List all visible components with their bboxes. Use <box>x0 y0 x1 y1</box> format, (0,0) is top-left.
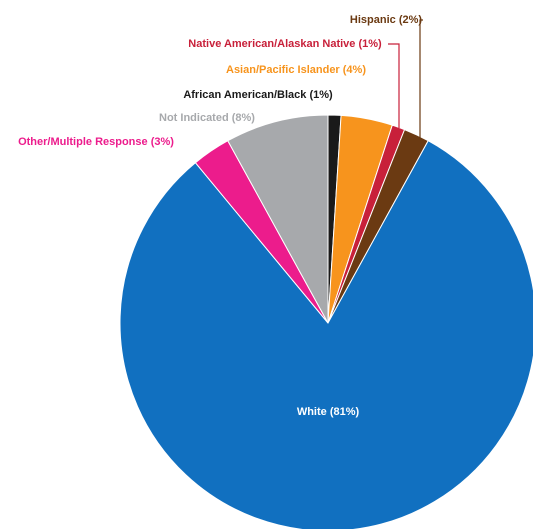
slice-label: Hispanic (2%) <box>350 14 422 26</box>
leader-line <box>388 43 400 128</box>
pie-slice <box>227 114 329 324</box>
slice-label: Native American/Alaskan Native (1%) <box>188 38 382 50</box>
slice-label: White (81%) <box>297 406 360 418</box>
slice-label: African American/Black (1%) <box>183 89 333 101</box>
slice-label: Not Indicated (8%) <box>159 112 255 124</box>
leader-line <box>419 19 423 142</box>
slice-label: Other/Multiple Response (3%) <box>18 136 174 148</box>
pie-slice <box>119 140 533 529</box>
slice-label: Asian/Pacific Islander (4%) <box>226 64 366 76</box>
